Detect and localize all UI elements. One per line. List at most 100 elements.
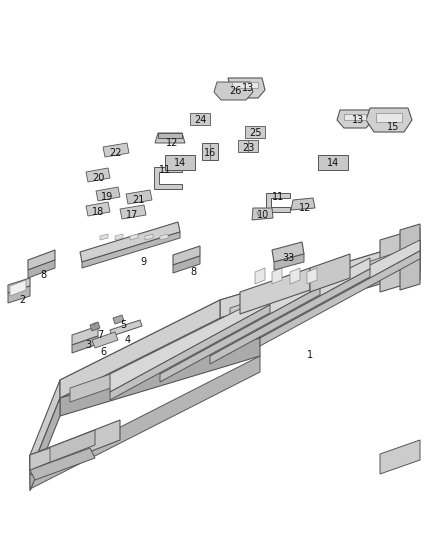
Text: 6: 6 <box>100 347 106 357</box>
Text: 13: 13 <box>352 115 364 125</box>
Polygon shape <box>366 108 412 132</box>
Polygon shape <box>70 326 250 402</box>
Polygon shape <box>82 232 180 268</box>
Polygon shape <box>30 448 50 470</box>
Text: 18: 18 <box>92 207 104 217</box>
Polygon shape <box>252 208 273 220</box>
Polygon shape <box>92 332 118 348</box>
Text: 21: 21 <box>132 195 144 205</box>
Polygon shape <box>260 240 420 338</box>
Polygon shape <box>8 286 30 303</box>
Text: 3: 3 <box>85 340 91 350</box>
Polygon shape <box>30 398 60 491</box>
Polygon shape <box>160 234 168 240</box>
Polygon shape <box>130 234 138 240</box>
Polygon shape <box>291 198 315 210</box>
Polygon shape <box>30 420 120 475</box>
Polygon shape <box>310 254 350 292</box>
Polygon shape <box>100 234 108 240</box>
Polygon shape <box>165 155 195 170</box>
Text: 11: 11 <box>159 165 171 175</box>
Polygon shape <box>272 242 304 262</box>
Polygon shape <box>160 287 320 382</box>
Polygon shape <box>155 133 185 143</box>
Polygon shape <box>214 82 253 100</box>
Polygon shape <box>380 228 420 292</box>
Text: 11: 11 <box>272 192 284 202</box>
Polygon shape <box>210 258 370 356</box>
Polygon shape <box>344 114 366 120</box>
Text: 17: 17 <box>126 210 138 220</box>
Polygon shape <box>60 240 420 380</box>
Polygon shape <box>30 356 260 489</box>
Polygon shape <box>380 440 420 474</box>
Polygon shape <box>72 336 98 353</box>
Polygon shape <box>30 380 60 473</box>
Polygon shape <box>400 224 420 290</box>
Text: 5: 5 <box>120 320 126 330</box>
Polygon shape <box>110 320 142 336</box>
Polygon shape <box>307 268 317 284</box>
Polygon shape <box>110 305 270 400</box>
Polygon shape <box>90 322 100 331</box>
Polygon shape <box>290 268 300 284</box>
Polygon shape <box>120 205 146 219</box>
Polygon shape <box>260 251 420 346</box>
Polygon shape <box>232 82 258 88</box>
Polygon shape <box>160 276 320 374</box>
Polygon shape <box>318 155 348 170</box>
Text: 15: 15 <box>387 122 399 132</box>
Polygon shape <box>210 269 370 364</box>
Polygon shape <box>60 338 260 416</box>
Text: 20: 20 <box>92 173 104 183</box>
Polygon shape <box>158 133 182 138</box>
Polygon shape <box>110 294 270 392</box>
Polygon shape <box>238 140 258 152</box>
Text: 2: 2 <box>19 295 25 305</box>
Text: 12: 12 <box>166 138 178 148</box>
Polygon shape <box>274 254 304 270</box>
Polygon shape <box>72 326 98 345</box>
Polygon shape <box>190 113 210 125</box>
Text: 33: 33 <box>282 253 294 263</box>
Text: 9: 9 <box>140 257 146 267</box>
Polygon shape <box>28 250 55 270</box>
Polygon shape <box>103 143 129 157</box>
Polygon shape <box>220 258 420 332</box>
Polygon shape <box>202 143 218 160</box>
Text: 1: 1 <box>307 350 313 360</box>
Polygon shape <box>86 202 110 216</box>
Text: 14: 14 <box>327 158 339 168</box>
Polygon shape <box>126 190 152 204</box>
Polygon shape <box>376 113 402 122</box>
Polygon shape <box>80 222 180 262</box>
Text: 24: 24 <box>194 115 206 125</box>
Polygon shape <box>115 234 123 240</box>
Text: 14: 14 <box>174 158 186 168</box>
Polygon shape <box>255 268 265 284</box>
Polygon shape <box>272 268 282 284</box>
Polygon shape <box>337 110 373 128</box>
Polygon shape <box>30 430 95 470</box>
Text: 23: 23 <box>242 143 254 153</box>
Polygon shape <box>154 167 182 189</box>
Polygon shape <box>10 280 26 296</box>
Polygon shape <box>30 448 95 480</box>
Text: 12: 12 <box>299 203 311 213</box>
Polygon shape <box>173 256 200 273</box>
Text: 8: 8 <box>40 270 46 280</box>
Polygon shape <box>113 315 124 324</box>
Text: 7: 7 <box>97 330 103 340</box>
Polygon shape <box>230 248 410 320</box>
Polygon shape <box>245 126 265 138</box>
Polygon shape <box>28 260 55 278</box>
Polygon shape <box>173 246 200 265</box>
Polygon shape <box>86 168 110 182</box>
Text: 26: 26 <box>229 86 241 96</box>
Polygon shape <box>60 300 220 398</box>
Text: 16: 16 <box>204 148 216 158</box>
Polygon shape <box>228 78 265 98</box>
Text: 19: 19 <box>101 192 113 202</box>
Polygon shape <box>240 268 310 314</box>
Polygon shape <box>96 187 120 201</box>
